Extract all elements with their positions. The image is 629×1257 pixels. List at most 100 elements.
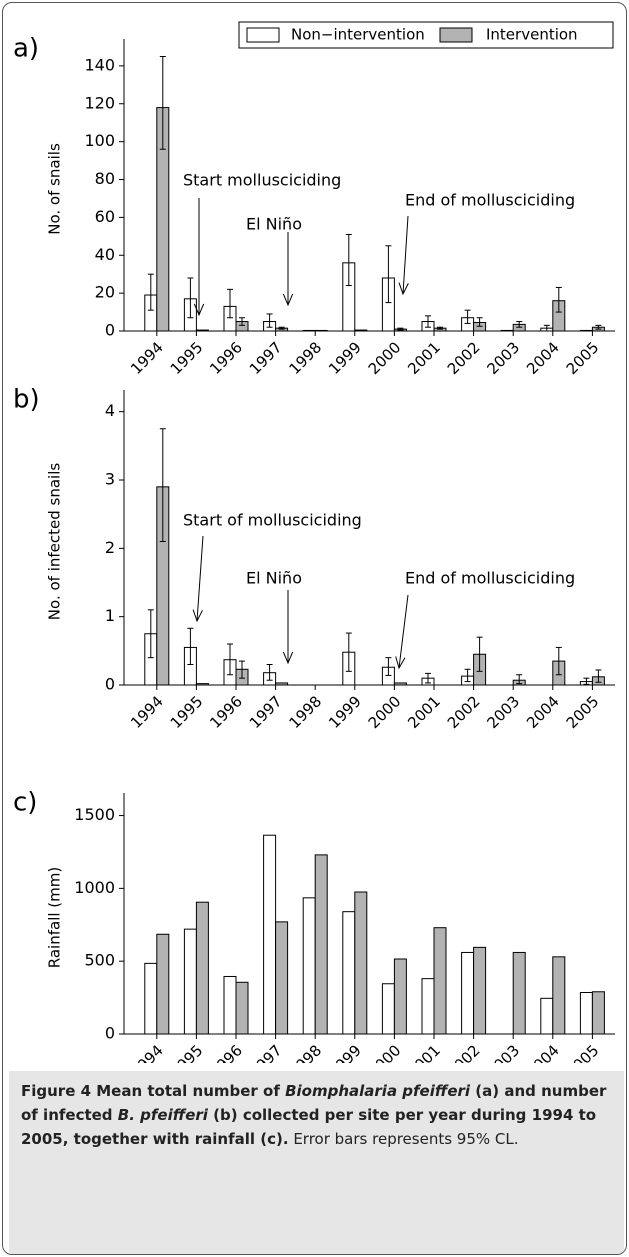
arrow-head xyxy=(282,293,294,307)
y-tick-label: 60 xyxy=(95,207,115,226)
y-tick-label: 0 xyxy=(105,1024,115,1043)
caption-text: Biomphalaria pfeifferi xyxy=(285,1082,471,1100)
bar xyxy=(183,928,197,1035)
arrow-head xyxy=(395,656,406,670)
x-tick-label: 2002 xyxy=(444,1041,484,1063)
x-tick-label: 1998 xyxy=(285,338,325,378)
x-tick-label: 2005 xyxy=(563,338,603,378)
x-tick-label: 2003 xyxy=(483,692,523,732)
y-tick-label: 140 xyxy=(84,55,115,74)
x-tick-label: 1994 xyxy=(127,338,167,378)
bar xyxy=(195,683,209,686)
y-tick-label: 1000 xyxy=(74,878,115,897)
y-tick-label: 4 xyxy=(105,401,115,420)
caption-text: (a) and number of infected xyxy=(21,1082,607,1124)
panel-label: c) xyxy=(13,788,37,818)
bar xyxy=(302,897,316,1035)
x-tick-label: 1997 xyxy=(246,1041,286,1063)
x-tick-label: 2001 xyxy=(404,338,444,378)
x-tick-label: 1997 xyxy=(246,692,286,732)
bar xyxy=(354,891,368,1035)
x-tick-label: 1995 xyxy=(167,338,207,378)
bar xyxy=(461,951,475,1035)
x-tick-label: 1998 xyxy=(285,1041,325,1063)
annotation: El Niño xyxy=(246,215,302,234)
legend-swatch xyxy=(246,27,280,43)
x-tick-label: 1997 xyxy=(246,338,286,378)
bar xyxy=(223,975,237,1035)
bar xyxy=(421,978,435,1035)
arrow-head xyxy=(282,651,294,665)
bar xyxy=(354,329,368,332)
x-tick-label: 2001 xyxy=(404,1041,444,1063)
x-tick-label: 2004 xyxy=(523,692,563,732)
x-tick-label: 1995 xyxy=(167,1041,207,1063)
arrow-shaft xyxy=(196,535,204,622)
y-tick-label: 1 xyxy=(105,606,115,625)
y-tick-label: 80 xyxy=(95,169,115,188)
caption-text: (b) collected per site per year during 1… xyxy=(21,1106,597,1148)
caption: Figure 4 Mean total number of Biomphalar… xyxy=(9,1071,624,1254)
x-tick-label: 1998 xyxy=(285,692,325,732)
x-tick-label: 1996 xyxy=(206,1041,246,1063)
bar xyxy=(579,329,593,332)
bar xyxy=(235,981,249,1035)
bar xyxy=(579,991,593,1035)
x-tick-label: 1994 xyxy=(127,692,167,732)
arrow-head xyxy=(192,609,203,623)
y-tick-label: 40 xyxy=(95,245,115,264)
bar xyxy=(381,983,395,1035)
legend-box xyxy=(238,21,614,49)
caption-text: Error bars represents 95% CL. xyxy=(288,1130,519,1148)
arrow-head xyxy=(193,303,205,317)
y-tick-label: 500 xyxy=(84,951,115,970)
y-tick-label: 3 xyxy=(105,470,115,489)
legend-label: Intervention xyxy=(486,26,578,44)
bar xyxy=(195,901,209,1035)
x-tick-label: 2001 xyxy=(404,692,444,732)
y-tick-label: 0 xyxy=(105,675,115,694)
bar xyxy=(433,927,447,1035)
panel-label: a) xyxy=(13,34,39,64)
arrow-shaft xyxy=(398,594,409,669)
bar xyxy=(512,951,526,1035)
x-tick-label: 2003 xyxy=(483,1041,523,1063)
y-tick-label: 1500 xyxy=(74,805,115,824)
bar xyxy=(342,911,356,1035)
y-axis-label: No. of infected snails xyxy=(46,463,64,621)
y-tick-label: 2 xyxy=(105,538,115,557)
caption-text: B. pfeifferi xyxy=(117,1106,208,1124)
bar xyxy=(540,997,554,1035)
bar xyxy=(314,854,328,1035)
bar xyxy=(302,329,316,332)
panel-label: b) xyxy=(13,385,40,415)
x-tick-label: 1996 xyxy=(206,338,246,378)
x-tick-label: 1995 xyxy=(167,692,207,732)
x-tick-label: 1999 xyxy=(325,692,365,732)
x-tick-label: 1994 xyxy=(127,1041,167,1063)
arrow-shaft xyxy=(402,215,409,295)
legend-swatch xyxy=(439,27,473,43)
y-axis-label: No. of snails xyxy=(46,143,64,235)
y-axis-label: Rainfall (mm) xyxy=(46,867,64,968)
x-tick-label: 1996 xyxy=(206,692,246,732)
x-tick-label: 2000 xyxy=(365,1041,405,1063)
x-tick-label: 1999 xyxy=(325,338,365,378)
y-tick-label: 0 xyxy=(105,321,115,340)
bar xyxy=(144,962,158,1035)
x-tick-label: 2002 xyxy=(444,692,484,732)
bar xyxy=(263,834,277,1035)
bar xyxy=(275,921,289,1035)
x-tick-label: 2004 xyxy=(523,1041,563,1063)
y-tick-label: 120 xyxy=(84,93,115,112)
bar xyxy=(314,329,328,332)
bar xyxy=(552,956,566,1035)
bar xyxy=(195,329,209,332)
bar xyxy=(591,991,605,1035)
y-tick-label: 20 xyxy=(95,283,115,302)
x-tick-label: 2005 xyxy=(563,1041,603,1063)
bar xyxy=(156,933,170,1035)
bar xyxy=(275,682,289,686)
annotation: Start mollusciciding xyxy=(183,171,341,190)
